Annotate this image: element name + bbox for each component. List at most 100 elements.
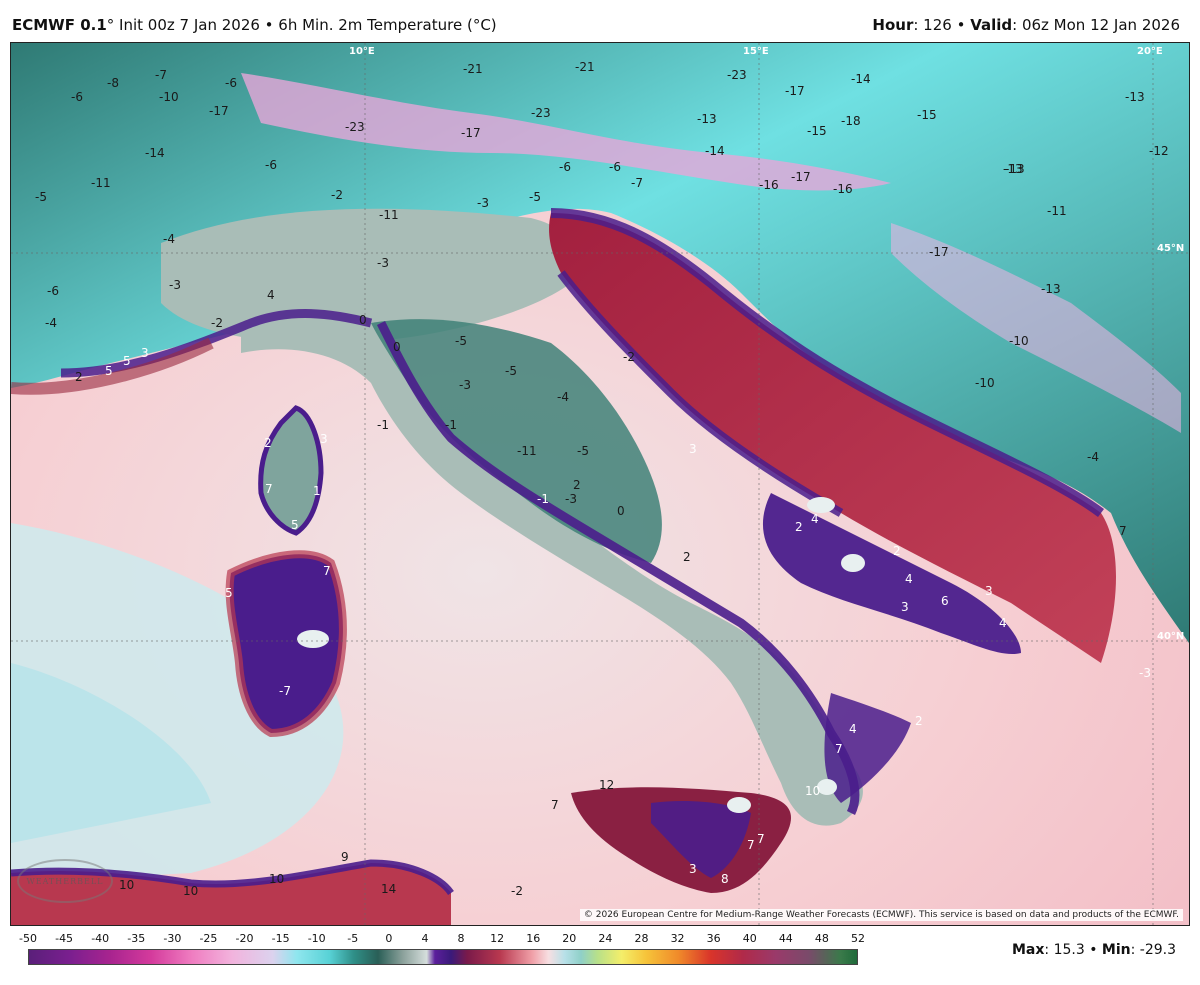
temperature-map: 10°E 15°E 20°E 45°N 40°N -6 -8 -7 -10 -6… — [10, 42, 1190, 926]
temp-label: 2 — [795, 520, 803, 534]
lon-15e-label: 15°E — [743, 46, 769, 57]
colorbar-tick-label: -15 — [271, 932, 290, 945]
temp-label: -4 — [557, 390, 569, 404]
copyright-notice: © 2026 European Centre for Medium-Range … — [579, 909, 1183, 921]
temp-label: 7 — [551, 798, 559, 812]
temp-label: 7 — [835, 742, 843, 756]
temp-label: 7 — [1119, 524, 1127, 538]
sicily-white-patch — [727, 797, 751, 813]
temp-label: -16 — [833, 182, 853, 196]
temp-label: -6 — [225, 76, 237, 90]
temp-label: -2 — [623, 350, 635, 364]
temp-label: -17 — [209, 104, 229, 118]
valid-value: : 06z Mon 12 Jan 2026 — [1012, 16, 1180, 34]
colorbar-tick-label: -25 — [199, 932, 218, 945]
temp-label: 2 — [573, 478, 581, 492]
colorbar-tick-labels: -50 -45 -40 -35 -30 -25 -20 -15 -10 -5 0 4 8 12 16 20 24… — [19, 932, 865, 948]
temp-label: 0 — [393, 340, 401, 354]
adriatic-west-coast-purple — [557, 270, 844, 517]
temp-label: 0 — [617, 504, 625, 518]
temperature-value-labels: -6 -8 -7 -10 -6 -17 -21 -21 -23 -17 -14 … — [35, 60, 1169, 898]
colorbar-tick-label: 20 — [562, 932, 577, 945]
temp-label: 7 — [323, 564, 331, 578]
temp-label: -10 — [975, 376, 995, 390]
colorbar-tick-label: 0 — [385, 932, 393, 945]
temp-label: -17 — [785, 84, 805, 98]
temp-label: -7 — [155, 68, 167, 82]
temp-label: -13 — [1003, 162, 1023, 176]
temp-label: 10 — [119, 878, 134, 892]
temp-label: -23 — [531, 106, 551, 120]
temp-label: 10 — [269, 872, 284, 886]
temp-label: 0 — [359, 313, 367, 327]
temp-label: -14 — [705, 144, 725, 158]
min-label: Min — [1101, 942, 1131, 958]
temp-label: -2 — [211, 316, 223, 330]
temp-label: -6 — [47, 284, 59, 298]
temp-label: 7 — [747, 838, 755, 852]
temp-label: -2 — [511, 884, 523, 898]
temp-label: -11 — [517, 444, 537, 458]
temp-label: 3 — [985, 584, 993, 598]
temp-label: -5 — [505, 364, 517, 378]
gargano-white-patch — [807, 497, 835, 513]
max-label: Max — [1011, 942, 1045, 958]
temp-label: -5 — [455, 334, 467, 348]
temp-label: 2 — [683, 550, 691, 564]
temp-label: -13 — [1125, 90, 1145, 104]
calabria-white-patch — [817, 779, 837, 795]
temp-label: 3 — [689, 862, 697, 876]
temp-label: -6 — [71, 90, 83, 104]
temp-label: 4 — [811, 512, 819, 526]
temp-label: -14 — [145, 146, 165, 160]
lat-lon-gridlines — [11, 43, 1189, 925]
sardinia-island — [229, 554, 343, 733]
temp-label: 4 — [267, 288, 275, 302]
temp-label: -4 — [45, 316, 57, 330]
ligurian-coast-purple — [60, 309, 373, 378]
temp-label: -21 — [463, 62, 483, 76]
northern-land-cold — [11, 43, 1189, 643]
temp-label: -1 — [537, 492, 549, 506]
header-valid-time: Hour: 126 • Valid: 06z Mon 12 Jan 2026 — [872, 16, 1180, 34]
temp-label: 7 — [757, 832, 765, 846]
max-min-summary: Max: 15.3 • Min: -29.3 — [1012, 942, 1176, 958]
temp-label: -23 — [727, 68, 747, 82]
temp-label: -6 — [609, 160, 621, 174]
temp-label: 6 — [941, 594, 949, 608]
temp-label: 8 — [721, 872, 729, 886]
colorbar-tick-label: 16 — [526, 932, 541, 945]
colorbar-tick-label: -40 — [91, 932, 110, 945]
colorbar-tick-label: 28 — [634, 932, 649, 945]
colorbar-tick-label: 48 — [814, 932, 829, 945]
balkans-pink-band — [891, 223, 1181, 433]
temp-label: -14 — [851, 72, 871, 86]
temp-label: -13 — [1041, 282, 1061, 296]
temp-label: -15 — [917, 108, 937, 122]
temp-label: 5 — [291, 518, 299, 532]
alps-pink-band — [241, 73, 891, 191]
temp-label: 9 — [341, 850, 349, 864]
temp-label: -21 — [575, 60, 595, 74]
temp-label: -15 — [807, 124, 827, 138]
colorbar-tick-label: 24 — [598, 932, 613, 945]
colorbar-tick-label: 4 — [421, 932, 429, 945]
temp-label: -1 — [445, 418, 457, 432]
corsica-island — [258, 405, 324, 536]
temp-label: -11 — [91, 176, 111, 190]
temp-label: 14 — [381, 882, 396, 896]
colorbar-tick-label: 36 — [706, 932, 721, 945]
temp-label: 2 — [264, 436, 272, 450]
po-valley-gray — [161, 208, 579, 343]
temp-label: 3 — [689, 442, 697, 456]
temp-label: -13 — [1005, 162, 1025, 176]
temp-label: 2 — [893, 544, 901, 558]
temp-label: -3 — [377, 256, 389, 270]
calabria-purple — [824, 693, 911, 803]
temp-label: 2 — [915, 714, 923, 728]
colorbar-tick-label: 32 — [670, 932, 685, 945]
gridline-labels: 10°E 15°E 20°E 45°N 40°N — [349, 46, 1184, 642]
temp-label: -3 — [1139, 666, 1151, 680]
sicily-purple-core — [651, 801, 751, 878]
hour-label: Hour — [872, 16, 914, 34]
